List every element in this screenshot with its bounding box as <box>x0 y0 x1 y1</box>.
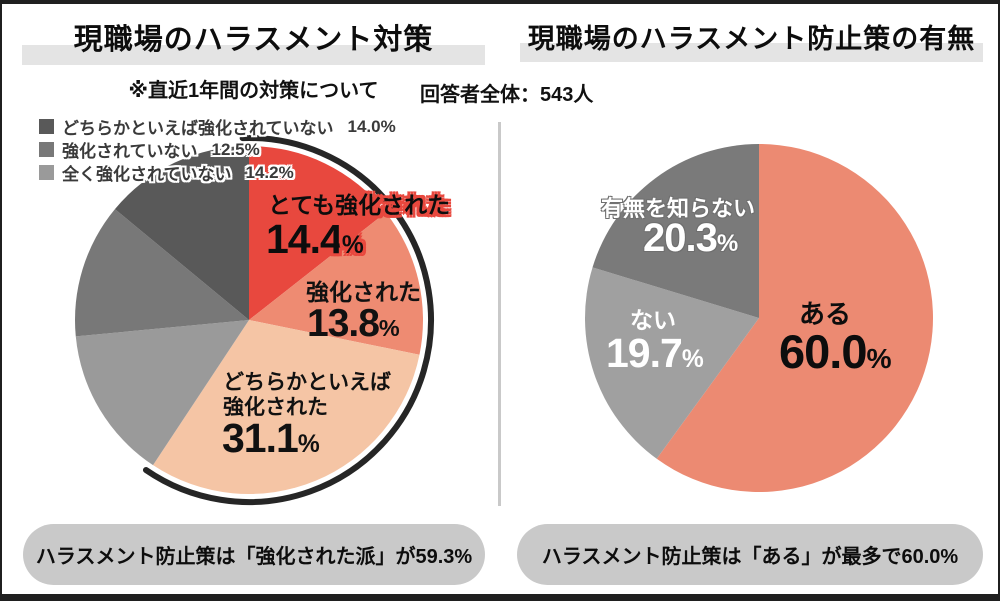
legend-label: 全く強化されていない <box>62 165 232 184</box>
percent-sign: % <box>681 346 704 373</box>
pie-slice <box>114 146 249 320</box>
legend-label: 強化されていない <box>62 142 198 161</box>
right-chart-title: 現職場のハラスメント防止策の有無 <box>527 24 976 54</box>
legend-label: どちらかといえば強化されていない <box>62 119 334 138</box>
respondents-total: 回答者全体：543人 <box>420 84 594 106</box>
percent-sign: % <box>378 315 400 341</box>
pie-slice <box>75 320 249 466</box>
left-pie-chart <box>75 135 434 505</box>
label-line-1: どちらかといえば <box>223 371 391 394</box>
slice-label-totemo-kyoka: とても強化された <box>268 192 451 218</box>
slice-value-nai: 19.7% <box>606 333 704 374</box>
percent-sign: % <box>297 431 320 458</box>
pie-slice <box>249 146 386 320</box>
left-summary-banner: ハラスメント防止策は「強化された派」が59.3% <box>23 524 485 585</box>
legend-swatch-icon <box>39 142 54 157</box>
legend-value: 12.5% <box>211 139 260 159</box>
highlight-arc <box>142 135 434 505</box>
slice-value-umu-shiranai: 20.3% <box>643 218 738 258</box>
left-chart-title: 現職場のハラスメント対策 <box>73 24 434 56</box>
percent-sign: % <box>866 342 892 374</box>
slice-label-dochira-kyoka: どちらかといえば 強化された <box>223 371 391 420</box>
pie-slice <box>585 267 759 459</box>
value-number: 31.1 <box>222 415 299 461</box>
legend-item: どちらかといえば強化されていない 14.0% <box>39 115 396 138</box>
legend-item: 強化されていない 12.5% <box>39 138 396 161</box>
value-number: 14.4 <box>266 216 343 262</box>
value-number: 19.7 <box>606 330 683 376</box>
pie-slice <box>592 144 759 318</box>
pie-slice <box>153 320 420 494</box>
legend-item: 全く強化されていない 14.2% <box>39 161 396 184</box>
slice-label-nai: ない <box>630 307 676 333</box>
right-title-highlight-bar <box>520 43 983 62</box>
slice-value-kyoka: 13.8% <box>307 304 400 343</box>
left-title-highlight-bar <box>22 45 485 65</box>
pie-slice <box>75 209 249 337</box>
right-pie-chart <box>585 144 933 493</box>
slice-label-umu-shiranai: 有無を知らない <box>601 196 756 221</box>
legend-swatch-icon <box>39 165 54 180</box>
panel-divider <box>498 122 501 506</box>
percent-sign: % <box>341 232 364 259</box>
slice-label-aru: ある <box>799 299 852 329</box>
right-summary-banner: ハラスメント防止策は「ある」が最多で60.0% <box>517 524 983 585</box>
value-number: 60.0 <box>779 325 867 378</box>
label-line-2: 強化された <box>223 395 328 419</box>
pie-slice <box>656 144 933 493</box>
legend-value: 14.2% <box>245 162 294 182</box>
legend-swatch-icon <box>39 119 54 134</box>
slice-value-dochira-kyoka: 31.1% <box>222 418 320 459</box>
pie-slice <box>249 212 423 355</box>
slice-value-totemo-kyoka: 14.4% <box>266 219 364 260</box>
value-number: 20.3 <box>643 216 718 260</box>
left-chart-subtitle: ※直近1年間の対策について <box>128 80 379 102</box>
slice-label-kyoka: 強化された <box>306 279 421 305</box>
percent-sign: % <box>716 230 739 257</box>
left-pie-legend: どちらかといえば強化されていない 14.0% 強化されていない 12.5% 全く… <box>39 115 396 184</box>
legend-value: 14.0% <box>347 116 396 136</box>
value-number: 13.8 <box>307 302 380 345</box>
slice-value-aru: 60.0% <box>779 328 892 375</box>
